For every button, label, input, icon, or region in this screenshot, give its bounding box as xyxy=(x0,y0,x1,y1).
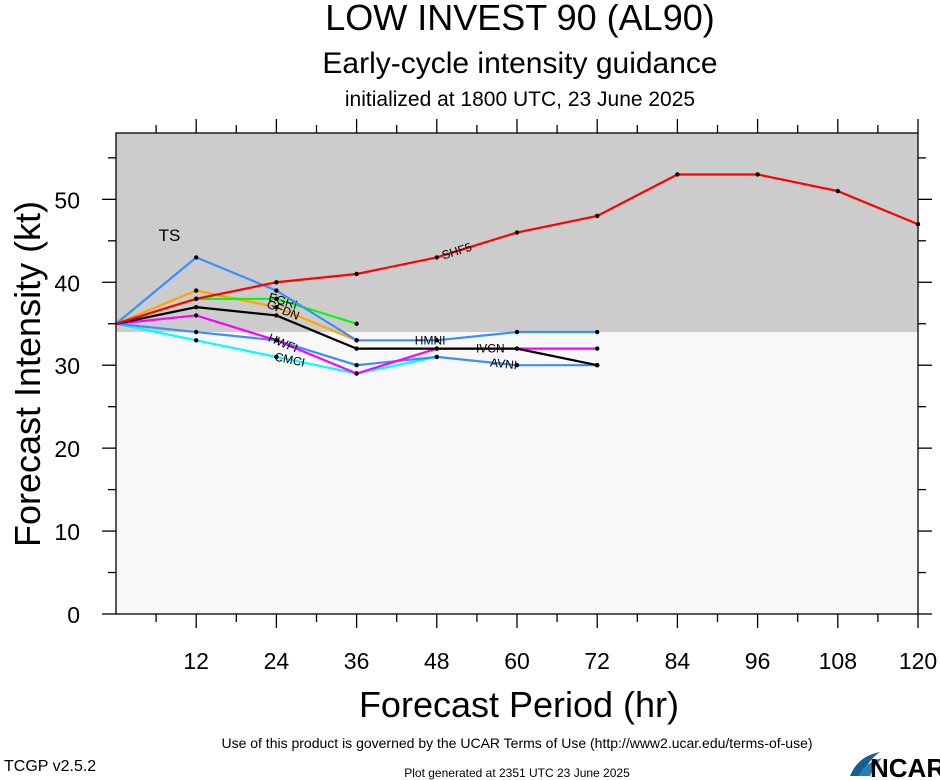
data-point xyxy=(194,313,199,318)
ts-region-label: TS xyxy=(159,226,181,245)
data-point xyxy=(354,363,359,368)
data-point xyxy=(595,346,600,351)
series-label: IVCN xyxy=(476,342,505,356)
data-point xyxy=(194,255,199,260)
tick-labels: 12 24 36 48 60 72 84 96 108 120 0 10 20 30 40 50 xyxy=(54,187,937,674)
data-point xyxy=(354,346,359,351)
x-tick-label: 84 xyxy=(665,648,691,674)
series-hmni: HMNI xyxy=(115,255,600,347)
data-point xyxy=(354,338,359,343)
data-point xyxy=(274,354,279,360)
data-point xyxy=(194,338,199,343)
data-point xyxy=(194,304,199,310)
x-tick-label: 12 xyxy=(183,648,209,674)
x-tick-label: 48 xyxy=(424,648,450,674)
plot-generated: Plot generated at 2351 UTC 23 June 2025 xyxy=(404,766,630,780)
data-point xyxy=(434,346,439,351)
x-tick-label: 96 xyxy=(745,648,771,674)
data-point xyxy=(675,172,680,177)
x-tick-label: 60 xyxy=(504,648,530,674)
x-tick-label: 72 xyxy=(584,648,610,674)
chart-title: LOW INVEST 90 (AL90) xyxy=(325,0,714,38)
ncar-logo: NCAR xyxy=(850,752,940,780)
data-point xyxy=(194,296,199,302)
y-tick-label: 10 xyxy=(54,519,80,545)
data-point xyxy=(194,288,199,293)
version-label: TCGP v2.5.2 xyxy=(4,758,96,775)
series-label: AVNI xyxy=(489,355,517,372)
y-tick-label: 50 xyxy=(54,187,80,213)
plot-area: TS xyxy=(116,133,918,614)
x-tick-label: 108 xyxy=(819,648,857,674)
data-point xyxy=(835,188,840,194)
plot-border xyxy=(115,132,919,615)
data-point xyxy=(274,338,279,343)
plot-frame xyxy=(115,132,919,615)
x-tick-label: 36 xyxy=(344,648,370,674)
data-point xyxy=(354,271,359,277)
series-ivcn: IVCN xyxy=(115,304,600,368)
data-point xyxy=(434,338,439,343)
x-tick-label: 24 xyxy=(264,648,290,674)
data-point xyxy=(434,255,439,260)
data-point xyxy=(274,296,279,302)
data-point xyxy=(194,329,199,335)
data-point xyxy=(274,288,279,293)
x-tick-label: 120 xyxy=(899,648,937,674)
data-point xyxy=(274,280,279,285)
y-tick-label: 30 xyxy=(54,353,80,379)
init-line: initialized at 1800 UTC, 23 June 2025 xyxy=(345,88,695,111)
ncar-wordmark: NCAR xyxy=(870,753,940,780)
data-point xyxy=(514,329,520,335)
data-point xyxy=(274,304,279,310)
data-point xyxy=(595,363,600,368)
data-point xyxy=(514,346,520,351)
y-tick-label: 40 xyxy=(54,270,80,296)
data-point xyxy=(514,363,520,368)
series-label: HMNI xyxy=(415,333,446,347)
y-tick-label: 0 xyxy=(67,602,80,628)
x-axis-label: Forecast Period (hr) xyxy=(359,684,679,725)
data-point xyxy=(595,213,600,219)
data-point xyxy=(274,313,279,318)
y-axis-label: Forecast Intensity (kt) xyxy=(7,201,48,547)
ncar-swoosh-icon xyxy=(850,752,882,776)
chart-subtitle: Early-cycle intensity guidance xyxy=(322,47,717,80)
y-tick-label: 20 xyxy=(54,436,80,462)
terms-of-use: Use of this product is governed by the U… xyxy=(221,735,812,751)
data-point xyxy=(755,172,760,177)
data-point xyxy=(354,371,359,376)
series-label: CMCI xyxy=(273,350,306,370)
axis-ticks xyxy=(102,119,932,628)
data-point xyxy=(354,321,359,326)
data-point xyxy=(595,329,600,335)
data-point xyxy=(434,354,439,360)
data-point xyxy=(514,230,520,235)
